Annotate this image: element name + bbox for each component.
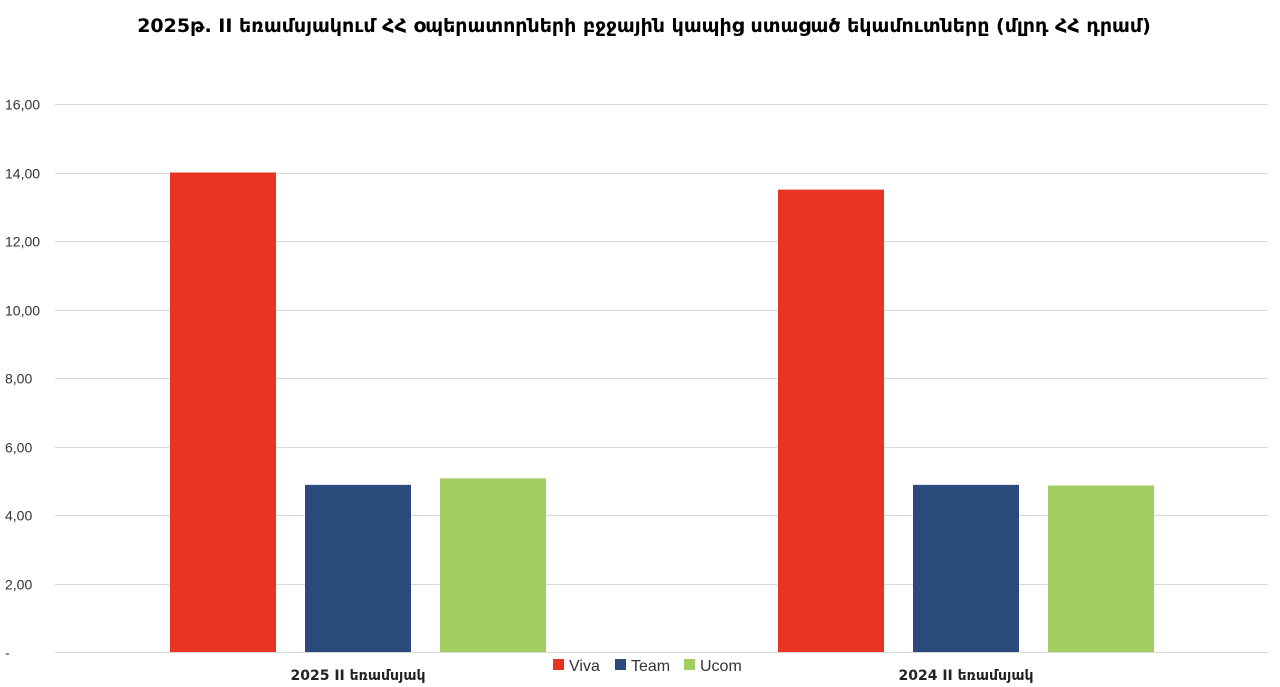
y-tick-label: 4,00 xyxy=(5,508,32,524)
bar-viva-2 xyxy=(778,189,884,652)
legend-label: Viva xyxy=(569,658,600,675)
x-category-label: 2024 II եռամսյակ xyxy=(898,668,1033,684)
bars xyxy=(170,172,1154,652)
x-category-label: 2025 II եռամսյակ xyxy=(290,668,425,684)
y-axis-tick-labels: - 2,00 4,00 6,00 8,00 10,00 12,00 14,00 16,00 xyxy=(5,97,40,661)
legend-swatch xyxy=(684,659,695,670)
bar-team-2 xyxy=(913,484,1019,652)
legend-label: Ucom xyxy=(700,658,742,675)
x-axis-category-labels: 2025 II եռամսյակ 2024 II եռամսյակ xyxy=(290,668,1033,684)
y-tick-label: 16,00 xyxy=(5,97,40,113)
legend-item-viva: Viva xyxy=(553,658,600,675)
legend-swatch xyxy=(615,659,626,670)
bar-viva-1 xyxy=(170,172,276,652)
y-tick-label: 12,00 xyxy=(5,234,40,250)
legend: Viva Team Ucom xyxy=(553,658,742,675)
y-tick-label: 8,00 xyxy=(5,371,32,387)
y-tick-label: - xyxy=(5,645,10,661)
y-tick-label: 10,00 xyxy=(5,303,40,319)
legend-swatch xyxy=(553,659,564,670)
legend-item-team: Team xyxy=(615,658,670,675)
y-tick-label: 14,00 xyxy=(5,166,40,182)
bar-ucom-1 xyxy=(440,478,546,652)
y-tick-label: 2,00 xyxy=(5,577,32,593)
bar-ucom-2 xyxy=(1048,485,1154,652)
legend-item-ucom: Ucom xyxy=(684,658,742,675)
legend-label: Team xyxy=(631,658,670,675)
bar-team-1 xyxy=(305,484,411,652)
y-tick-label: 6,00 xyxy=(5,440,32,456)
chart-title: 2025թ. II եռամսյակում ՀՀ օպերատորների բջ… xyxy=(137,15,1151,37)
